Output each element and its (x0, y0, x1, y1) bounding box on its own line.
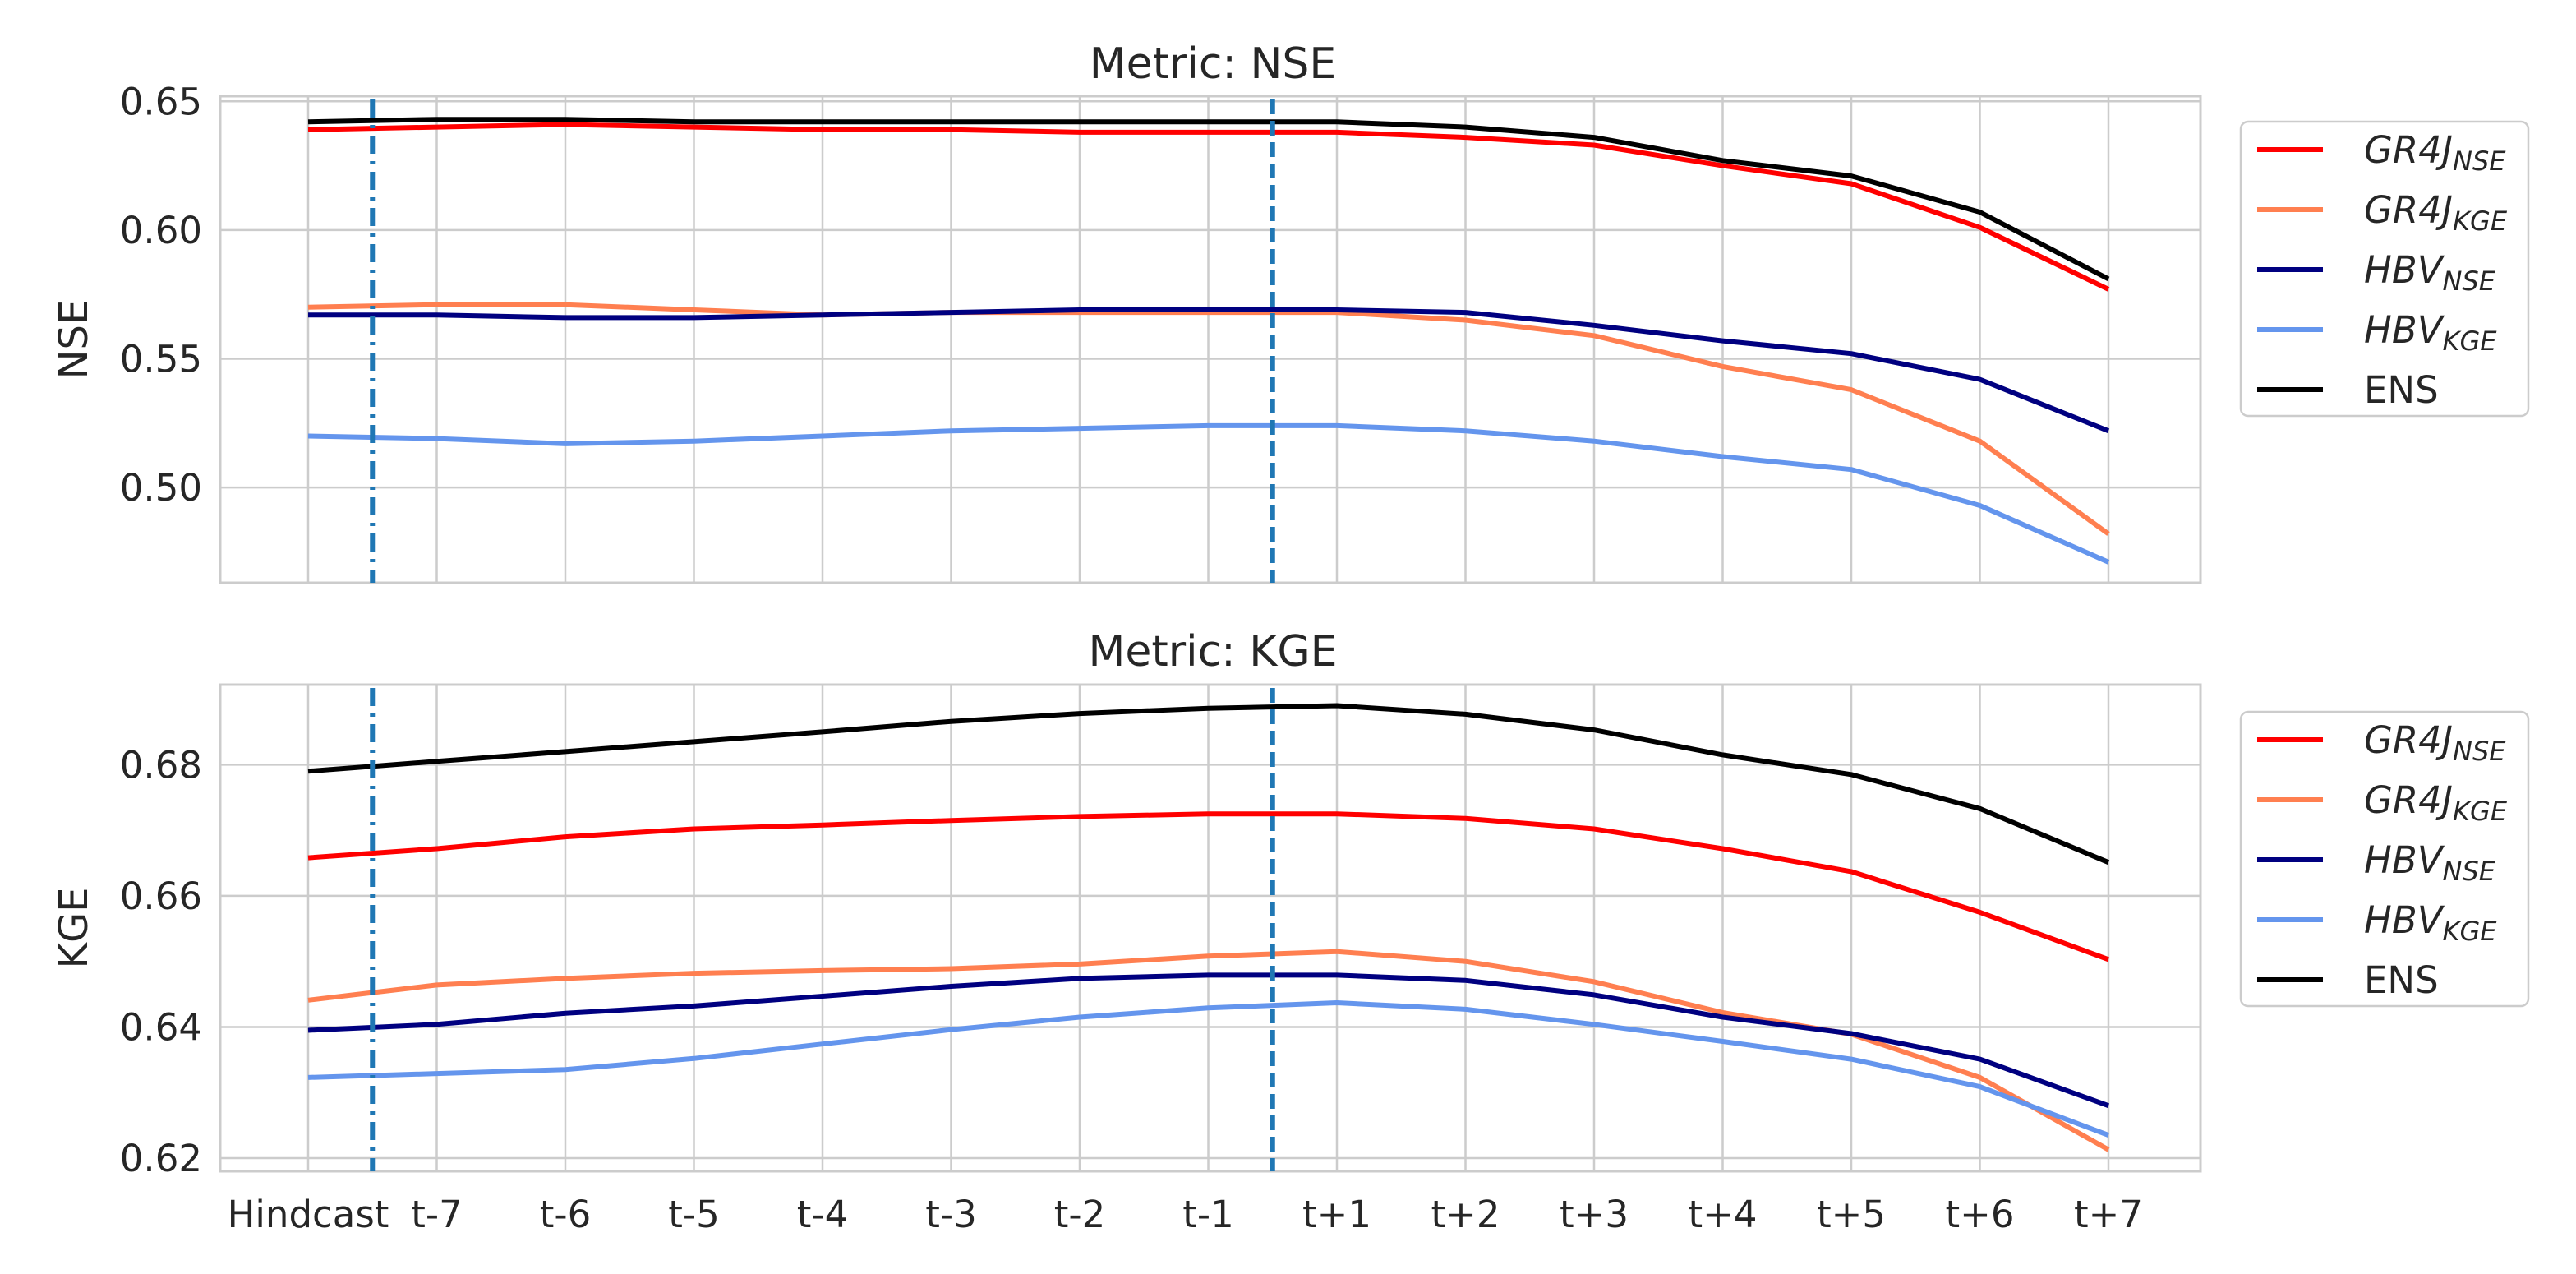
chart-title: Metric: KGE (1089, 627, 1338, 676)
x-tick-label: t-7 (411, 1193, 463, 1236)
legend-label: HBVKGE (2364, 308, 2497, 357)
legend-label-main: HBV (2364, 248, 2445, 292)
x-tick-label: t-1 (1182, 1193, 1234, 1236)
legend-label-subscript: KGE (2443, 325, 2498, 357)
legend-entry: HBVKGE (2257, 308, 2497, 357)
legend-label: HBVNSE (2364, 838, 2496, 887)
legend-label: GR4JKGE (2364, 188, 2508, 237)
y-axis-label: KGE (51, 888, 97, 969)
y-tick-label: 0.64 (120, 1005, 202, 1049)
series-line-hbv-kge (307, 422, 2110, 565)
legend-entry: GR4JNSE (2257, 718, 2506, 767)
legend-label-subscript: NSE (2453, 145, 2506, 177)
legend-label-main: HBV (2364, 838, 2445, 882)
legend-label: ENS (2364, 958, 2439, 1002)
series-line-hbv-kge (307, 1000, 2110, 1138)
legend-label-main: ENS (2364, 368, 2439, 412)
series-line-gr4j-kge (307, 302, 2110, 536)
legend-label: HBVKGE (2364, 898, 2497, 947)
y-tick-label: 0.66 (120, 875, 202, 918)
x-tick-label: t+6 (1946, 1193, 2015, 1236)
legend-label-main: HBV (2364, 898, 2445, 942)
x-tick-label: t-6 (540, 1193, 592, 1236)
x-tick-label: t+4 (1689, 1193, 1758, 1236)
plot-frame (219, 683, 2202, 1173)
legend-entry: GR4JKGE (2257, 778, 2508, 827)
series-line-gr4j-nse (307, 122, 2110, 292)
legend-label: HBVNSE (2364, 248, 2496, 297)
legend-box (2239, 710, 2530, 1008)
legend-label-main: GR4J (2364, 188, 2453, 232)
x-tick-label: t+3 (1560, 1193, 1629, 1236)
legend-label-main: GR4J (2364, 718, 2453, 762)
legend-label-subscript: KGE (2443, 916, 2498, 947)
legend-entry: ENS (2257, 368, 2439, 412)
y-tick-label: 0.62 (120, 1137, 202, 1180)
y-tick-label: 0.60 (120, 209, 202, 252)
legend-label-main: GR4J (2364, 778, 2453, 822)
y-tick-label: 0.50 (120, 466, 202, 510)
chart-panel-2: 0.68 0.66 0.64 0.62 Metric: KGE KGE Hindcast t-… (51, 627, 2530, 1236)
x-tick-label: t+5 (1817, 1193, 1886, 1236)
legend-label: GR4JKGE (2364, 778, 2508, 827)
x-tick-label: t+2 (1431, 1193, 1500, 1236)
legend-entry: HBVKGE (2257, 898, 2497, 947)
x-tick-label: t-5 (668, 1193, 720, 1236)
series-line-gr4j-nse (307, 811, 2110, 962)
x-tick-label: t-2 (1054, 1193, 1106, 1236)
legend-label-main: ENS (2364, 958, 2439, 1002)
chart-title: Metric: NSE (1090, 39, 1336, 89)
x-tick-label: t+1 (1302, 1193, 1371, 1236)
series-line-ens (307, 117, 2110, 282)
legend-label-subscript: NSE (2443, 856, 2496, 887)
legend-label: GR4JNSE (2364, 128, 2506, 177)
legend-label-subscript: NSE (2443, 265, 2496, 297)
y-axis-label: NSE (51, 300, 97, 380)
legend-label-main: GR4J (2364, 128, 2453, 172)
legend-label: ENS (2364, 368, 2439, 412)
x-tick-label: Hindcast (228, 1193, 389, 1236)
y-tick-label: 0.68 (120, 743, 202, 787)
series-line-hbv-nse (307, 972, 2110, 1109)
x-tick-label: t+7 (2074, 1193, 2143, 1236)
legend-entry: HBVNSE (2257, 838, 2496, 887)
legend-label: GR4JNSE (2364, 718, 2506, 767)
legend-label-subscript: NSE (2453, 736, 2506, 767)
legend-label-subscript: KGE (2453, 205, 2508, 237)
legend-entry: HBVNSE (2257, 248, 2496, 297)
legend-box (2239, 120, 2530, 418)
legend-entry: GR4JNSE (2257, 128, 2506, 177)
legend-entry: ENS (2257, 958, 2439, 1002)
y-tick-label: 0.65 (120, 80, 202, 123)
legend-entry: GR4JKGE (2257, 188, 2508, 237)
series-line-hbv-nse (308, 307, 2110, 433)
y-tick-label: 0.55 (120, 337, 202, 381)
series-line-ens (307, 703, 2110, 865)
x-tick-label: t-3 (925, 1193, 977, 1236)
plot-frame (219, 95, 2202, 584)
x-tick-label: t-4 (797, 1193, 849, 1236)
legend-label-main: HBV (2364, 308, 2445, 352)
legend-label-subscript: KGE (2453, 796, 2508, 827)
